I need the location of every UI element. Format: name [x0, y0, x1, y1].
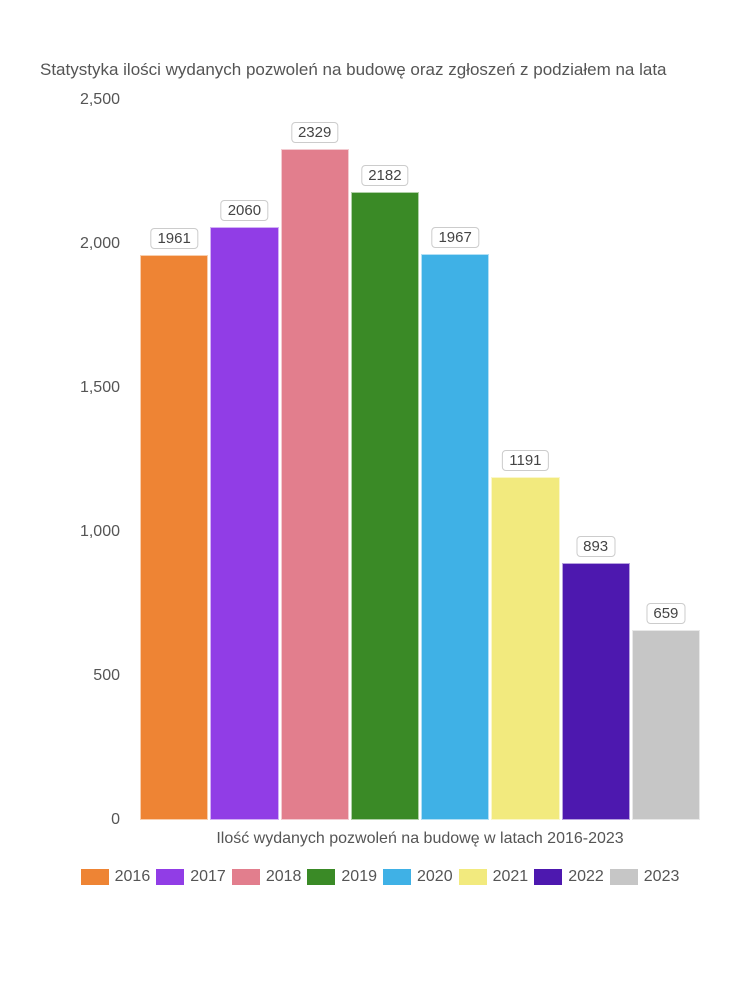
chart-title: Statystyka ilości wydanych pozwoleń na b…	[40, 60, 720, 80]
legend-item-2019: 2019	[307, 868, 377, 886]
bar-value-label: 1967	[431, 227, 478, 248]
bar-2021: 1191	[491, 477, 559, 820]
x-axis-label: Ilość wydanych pozwoleń na budowę w lata…	[140, 830, 700, 848]
bars-group: 196120602329218219671191893659	[140, 100, 700, 820]
legend-item-2021: 2021	[459, 868, 529, 886]
bar-value-label: 2329	[291, 122, 338, 143]
y-tick: 500	[60, 667, 120, 685]
legend: 2016 2017 2018 2019 2020 2021 2022 2023	[60, 868, 700, 886]
legend-swatch	[610, 869, 638, 885]
bar-2022: 893	[562, 563, 630, 820]
legend-item-2020: 2020	[383, 868, 453, 886]
bar-2017: 2060	[210, 227, 278, 820]
bar-value-label: 893	[576, 536, 615, 557]
legend-item-2022: 2022	[534, 868, 604, 886]
bar-2016: 1961	[140, 255, 208, 820]
y-tick: 2,500	[60, 91, 120, 109]
legend-label: 2021	[493, 868, 529, 886]
legend-swatch	[156, 869, 184, 885]
legend-swatch	[307, 869, 335, 885]
bar-2020: 1967	[421, 254, 489, 820]
legend-item-2018: 2018	[232, 868, 302, 886]
legend-item-2016: 2016	[81, 868, 151, 886]
legend-label: 2016	[115, 868, 151, 886]
bar-value-label: 1961	[150, 228, 197, 249]
bar-2023: 659	[632, 630, 700, 820]
legend-swatch	[459, 869, 487, 885]
y-tick: 1,500	[60, 379, 120, 397]
y-tick: 2,000	[60, 235, 120, 253]
legend-swatch	[81, 869, 109, 885]
bar-2019: 2182	[351, 192, 419, 820]
legend-swatch	[383, 869, 411, 885]
chart-container: Statystyka ilości wydanych pozwoleń na b…	[40, 60, 720, 886]
bar-value-label: 659	[646, 603, 685, 624]
bar-value-label: 1191	[502, 450, 548, 471]
legend-label: 2019	[341, 868, 377, 886]
legend-label: 2020	[417, 868, 453, 886]
legend-item-2023: 2023	[610, 868, 680, 886]
legend-label: 2017	[190, 868, 226, 886]
y-axis: 05001,0001,5002,0002,500	[60, 100, 120, 820]
legend-label: 2022	[568, 868, 604, 886]
bar-value-label: 2060	[221, 200, 268, 221]
y-tick: 1,000	[60, 523, 120, 541]
y-tick: 0	[60, 811, 120, 829]
legend-item-2017: 2017	[156, 868, 226, 886]
legend-swatch	[232, 869, 260, 885]
bar-2018: 2329	[281, 149, 349, 820]
legend-label: 2018	[266, 868, 302, 886]
legend-label: 2023	[644, 868, 680, 886]
legend-swatch	[534, 869, 562, 885]
chart-plot-area: 05001,0001,5002,0002,500 196120602329218…	[60, 100, 700, 820]
bar-value-label: 2182	[361, 165, 408, 186]
